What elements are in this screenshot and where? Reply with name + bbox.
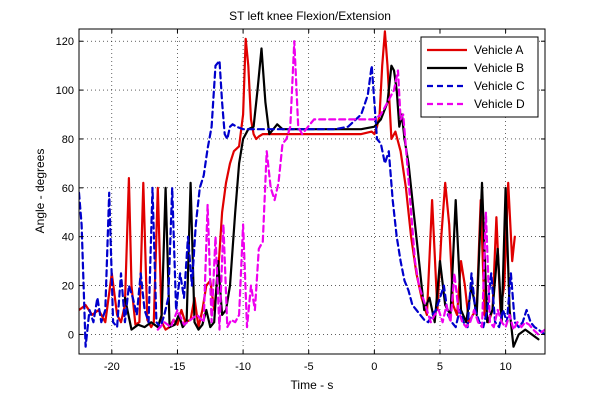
legend-label: Vehicle C xyxy=(474,79,525,93)
series-line-vehicle-c xyxy=(79,59,545,348)
y-axis-label: Angle - degrees xyxy=(33,149,47,234)
x-tick-label: 5 xyxy=(437,361,443,373)
y-tick-label: 60 xyxy=(62,183,74,195)
x-tick-label: -5 xyxy=(304,361,314,373)
legend: Vehicle A Vehicle B Vehicle C Vehicle D xyxy=(420,36,539,118)
grid-lines xyxy=(79,29,545,354)
legend-label: Vehicle B xyxy=(474,61,524,75)
plot-frame xyxy=(78,28,546,355)
x-tick-label: 10 xyxy=(499,361,511,373)
x-tick-label: -20 xyxy=(104,361,120,373)
series-line-vehicle-a xyxy=(79,30,516,331)
y-tick-label: 40 xyxy=(62,232,74,244)
x-tick-label: -15 xyxy=(169,361,185,373)
x-axis-label: Time - s xyxy=(291,378,334,392)
y-tick-label: 20 xyxy=(62,281,74,293)
y-tick-label: 100 xyxy=(56,85,74,97)
x-tick-label: -10 xyxy=(235,361,251,373)
chart-title: ST left knee Flexion/Extension xyxy=(229,9,391,23)
legend-label: Vehicle A xyxy=(474,43,523,57)
y-tick-label: 120 xyxy=(56,36,74,48)
x-tick-label: 0 xyxy=(371,361,377,373)
legend-label: Vehicle D xyxy=(474,97,525,111)
y-tick-label: 0 xyxy=(68,329,74,341)
series-group xyxy=(79,30,545,348)
series-line-vehicle-d xyxy=(156,40,545,336)
y-tick-label: 80 xyxy=(62,134,74,146)
